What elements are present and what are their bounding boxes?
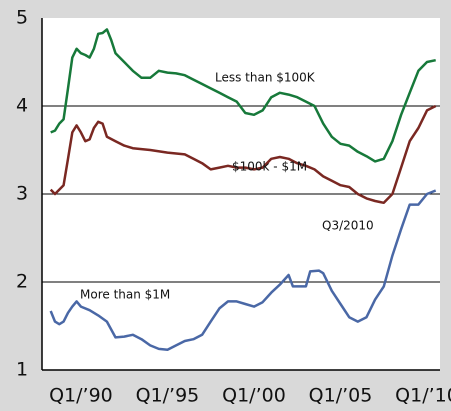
x-tick-label: Q1/’05 xyxy=(309,385,373,407)
series-line xyxy=(49,104,437,205)
x-tick-label: Q1/’10 xyxy=(395,385,451,407)
y-tick-label: 4 xyxy=(16,95,28,117)
series-line xyxy=(50,28,436,163)
y-tick-label: 3 xyxy=(16,183,28,205)
x-tick-label: Q1/’90 xyxy=(49,385,113,407)
y-tick-label: 5 xyxy=(16,7,28,29)
x-tick-label: Q1/’95 xyxy=(136,385,200,407)
y-tick-label: 1 xyxy=(16,359,28,381)
series-line xyxy=(49,189,437,352)
x-tick-label: Q1/’00 xyxy=(222,385,286,407)
y-tick-label: 2 xyxy=(16,271,28,293)
series-label: More than $1M xyxy=(80,288,170,302)
series-label: $100k - $1M xyxy=(232,160,307,174)
annotation: Q3/2010 xyxy=(322,219,374,233)
series-label: Less than $100K xyxy=(215,71,316,85)
